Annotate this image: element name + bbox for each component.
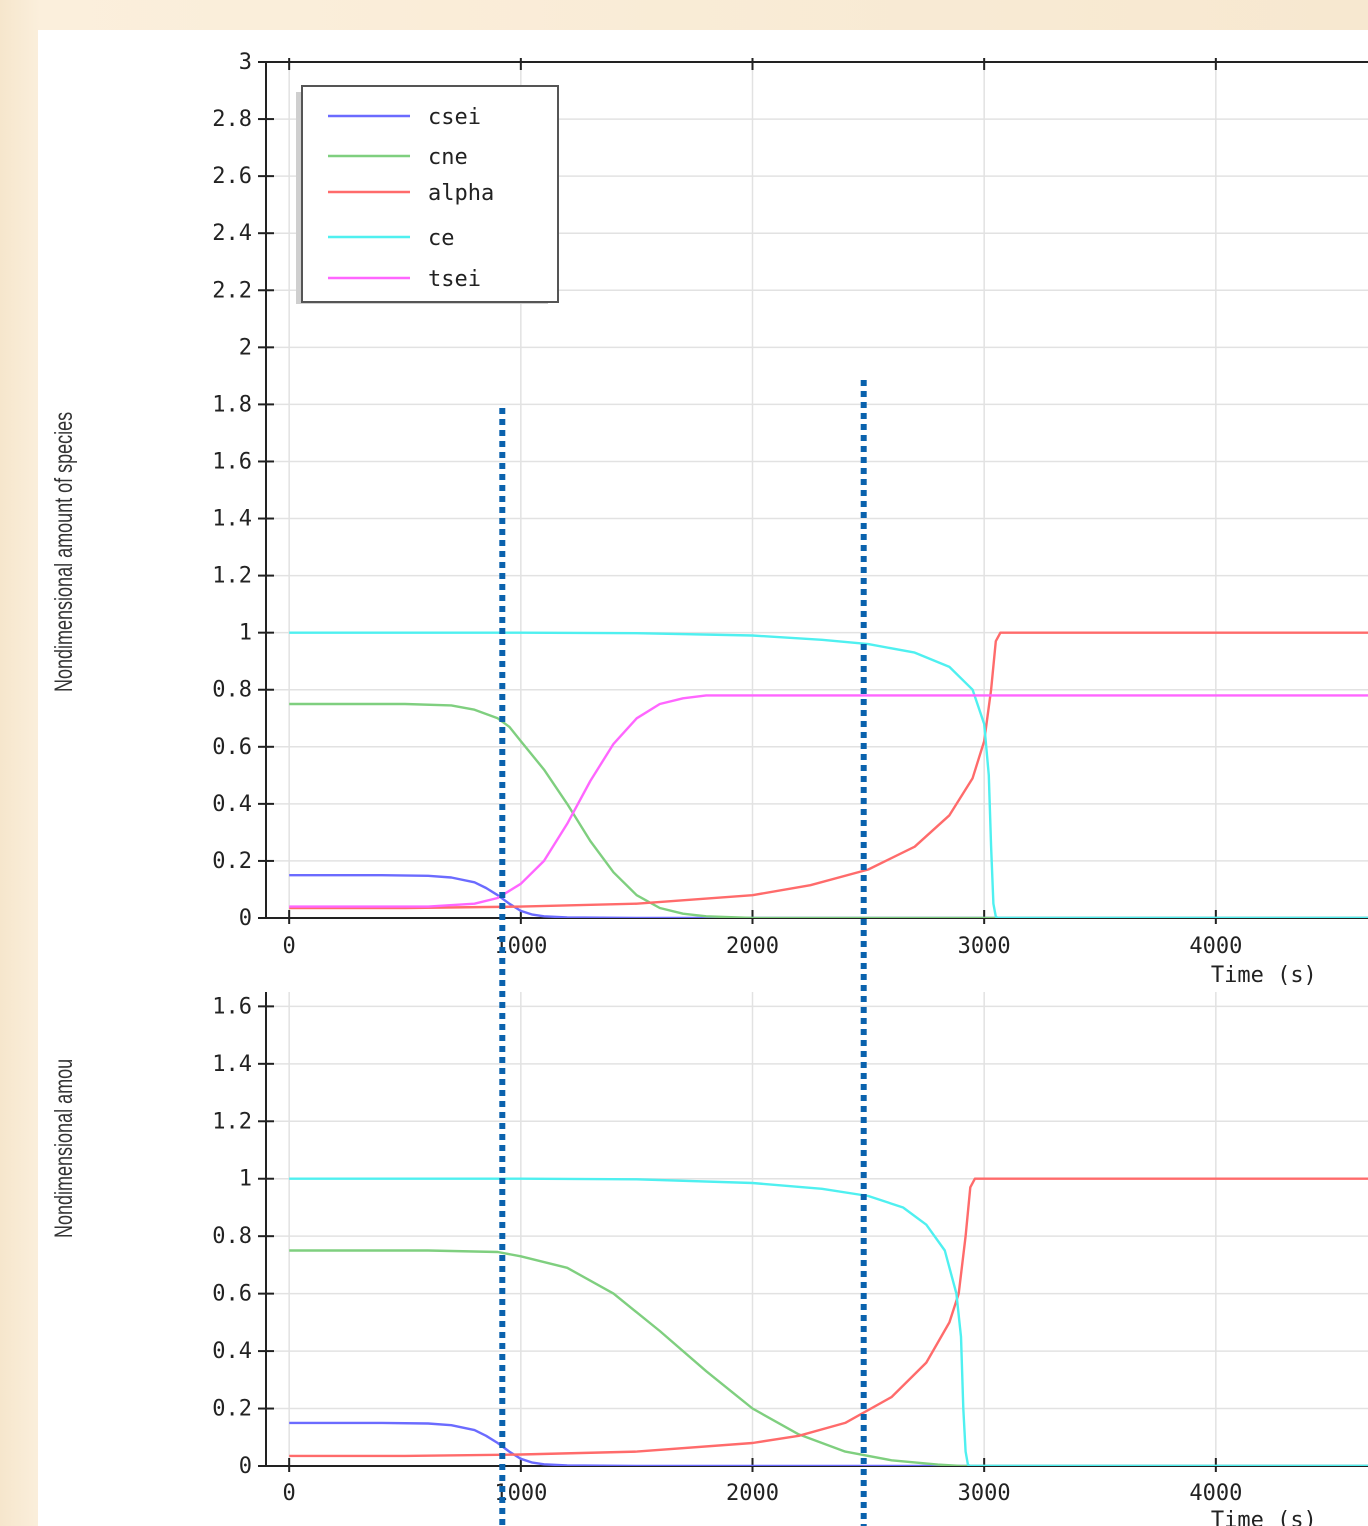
y-tick-label: 0	[239, 1454, 252, 1479]
series-tsei-line	[289, 694, 1368, 908]
x-tick-label: 2000	[726, 934, 779, 959]
y-tick-label: 0.6	[212, 1282, 252, 1307]
figure-canvas: 0 0.2 0.4 0.6 0.8 1 1.2 1.4 1.6 1.8 2 2.2 2.4 2.6 2.8 3…	[212, 50, 1368, 1526]
y-tick-label: 0.8	[212, 1224, 252, 1249]
y-tick-label: 2.4	[212, 221, 252, 246]
x-tick-label: 2000	[726, 1481, 779, 1506]
x-axis-label: Time (s)	[1211, 1508, 1317, 1526]
y-tick-label: 1	[239, 1167, 252, 1192]
y-tick-label: 0.6	[212, 735, 252, 760]
series-ce-line	[289, 1177, 1368, 1466]
chart-1: 0 0.2 0.4 0.6 0.8 1 1.2 1.4 1.6 1.8 2 2.2 2.4 2.6 2.8 3…	[212, 50, 1368, 988]
y-tick-label: 0.4	[212, 1339, 252, 1364]
y-tick-label: 1.2	[212, 564, 252, 589]
x-tick-label: 0	[283, 934, 296, 959]
y-tick-label: 0.2	[212, 1397, 252, 1422]
series-group	[289, 631, 1368, 918]
y-tick-label: 1.2	[212, 1109, 252, 1134]
x-tick-label: 4000	[1189, 1481, 1242, 1506]
x-tick-label: 0	[283, 1481, 296, 1506]
y-tick-label: 0	[239, 906, 252, 931]
y-tick-label: 2.2	[212, 278, 252, 303]
y-tick-label: 2.8	[212, 107, 252, 132]
chart-2: 00.20.40.60.811.21.41.60 1000 2000 3000 4000…	[212, 992, 1368, 1526]
y-tick-label: 2.6	[212, 164, 252, 189]
x-tick-label: 3000	[958, 1481, 1011, 1506]
y-tick-label: 2	[239, 335, 252, 360]
series-alpha-line	[289, 1177, 1368, 1458]
y-tick-label: 1.4	[212, 507, 252, 532]
legend-label-csei: csei	[428, 105, 481, 130]
y-tick-label: 1.4	[212, 1052, 252, 1077]
series-group	[289, 1177, 1368, 1466]
y-tick-label: 3	[239, 50, 252, 75]
time-markers	[499, 380, 867, 1526]
legend-label-cne: cne	[428, 145, 468, 170]
series-csei-line	[289, 874, 1368, 918]
legend-label-tsei: tsei	[428, 267, 481, 292]
y-tick-label: 0.2	[212, 849, 252, 874]
legend: csei cne alpha ce tsei	[296, 85, 559, 304]
x-tick-label: 3000	[958, 934, 1011, 959]
legend-label-alpha: alpha	[428, 181, 494, 206]
series-cne-line	[289, 1249, 1368, 1466]
legend-box	[301, 85, 559, 303]
y-tick-label: 1	[239, 621, 252, 646]
chart-1-ylabel: Nondimensional amount of species	[50, 411, 78, 692]
y-tick-label: 1.6	[212, 449, 252, 474]
x-axis-label: Time (s)	[1211, 963, 1317, 988]
x-tick-label: 4000	[1189, 934, 1242, 959]
gridlines	[266, 992, 1368, 1467]
series-csei-line	[289, 1421, 1368, 1466]
legend-label-ce: ce	[428, 226, 455, 251]
series-cne-line	[289, 702, 1368, 918]
y-tick-label: 1.6	[212, 994, 252, 1019]
chart-2-ylabel: Nondimensional amou	[50, 1058, 78, 1238]
y-tick-label: 1.8	[212, 392, 252, 417]
y-tick-label: 0.4	[212, 792, 252, 817]
series-alpha-line	[289, 631, 1368, 910]
series-ce-line	[289, 631, 1368, 918]
slide-canvas: 0 0.2 0.4 0.6 0.8 1 1.2 1.4 1.6 1.8 2 2.2 2.4 2.6 2.8 3…	[38, 30, 1368, 1526]
y-tick-label: 0.8	[212, 678, 252, 703]
